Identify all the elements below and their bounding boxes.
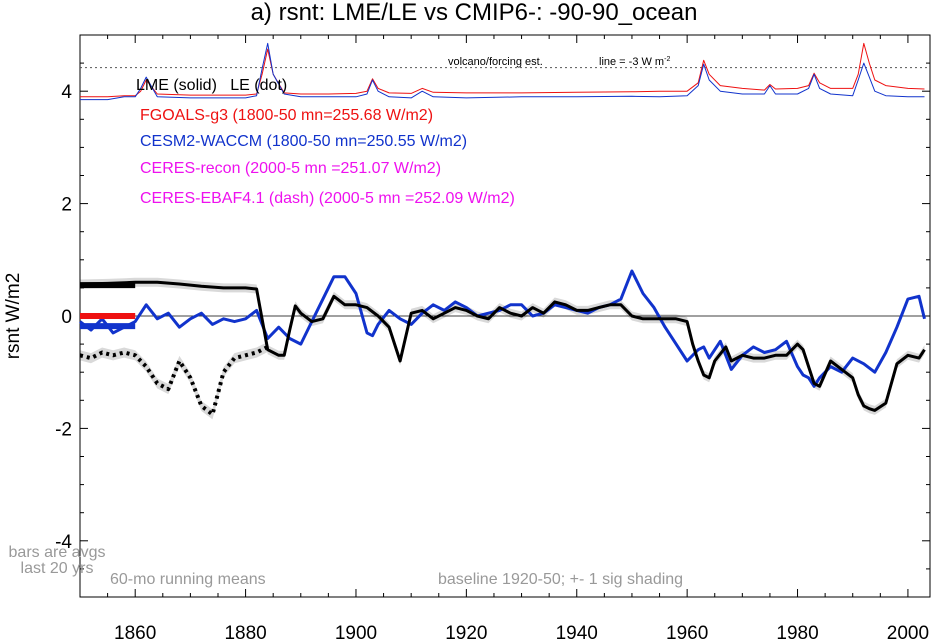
x-tick-label: 1920 <box>445 623 487 641</box>
legend-entry-ceres-ebaf: CERES-EBAF4.1 (dash) (2000-5 mn =252.09 … <box>140 190 515 207</box>
chart-title: a) rsnt: LME/LE vs CMIP6-: -90-90_ocean <box>251 0 698 26</box>
y-tick-label: 2 <box>61 195 72 216</box>
line-scale-annotation: line = -3 W m-2 <box>599 56 670 68</box>
x-tick-label: 1860 <box>114 623 156 641</box>
plot-area: 4 2 0 -2 -4 1860 1880 1900 1920 1940 1960 1980 2000 <box>55 34 931 641</box>
running-mean-note: 60-mo running means <box>110 571 266 588</box>
x-tick-label: 2000 <box>887 623 929 641</box>
y-tick-label: 0 <box>61 307 72 328</box>
legend-header: LME (solid) LE (dot) <box>136 77 287 94</box>
bars-note-line1: bars are avgs <box>9 544 106 561</box>
x-tick-label: 1940 <box>556 623 598 641</box>
line-scale-superscript: -2 <box>664 56 670 63</box>
bars-note-line2: last 20 yrs <box>21 560 94 577</box>
y-tick-label: -2 <box>55 419 72 440</box>
volcano-annotation: volcano/forcing est. <box>448 56 543 68</box>
series-line-cesm2-waccm-forcing <box>80 42 925 101</box>
x-tick-label: 1880 <box>224 623 266 641</box>
x-tick-label: 1900 <box>335 623 377 641</box>
legend-entry-cesm2: CESM2-WACCM (1800-50 mn=250.55 W/m2) <box>140 133 467 150</box>
le-sigma-shading <box>80 341 268 420</box>
y-axis-label: rsnt W/m2 <box>3 273 24 360</box>
legend-entry-fgoals: FGOALS-g3 (1800-50 mn=255.68 W/m2) <box>140 107 433 124</box>
series-line-lme-solid- <box>79 280 926 412</box>
x-tick-label: 1980 <box>776 623 818 641</box>
series-line-le-dot- <box>79 345 269 417</box>
series-line-fgoals-g3-forcing <box>80 42 925 98</box>
x-tick-label: 1960 <box>666 623 708 641</box>
series-line-cesm2-waccm <box>79 269 926 388</box>
y-tick-label: 4 <box>61 82 72 103</box>
baseline-note: baseline 1920-50; +- 1 sig shading <box>438 571 683 588</box>
legend-entry-ceres-recon: CERES-recon (2000-5 mn =251.07 W/m2) <box>140 160 441 177</box>
legend: LME (solid) LE (dot) FGOALS-g3 (1800-50 … <box>136 77 515 207</box>
lme-sigma-shading <box>80 277 925 415</box>
y-tick-label: -4 <box>55 532 72 553</box>
